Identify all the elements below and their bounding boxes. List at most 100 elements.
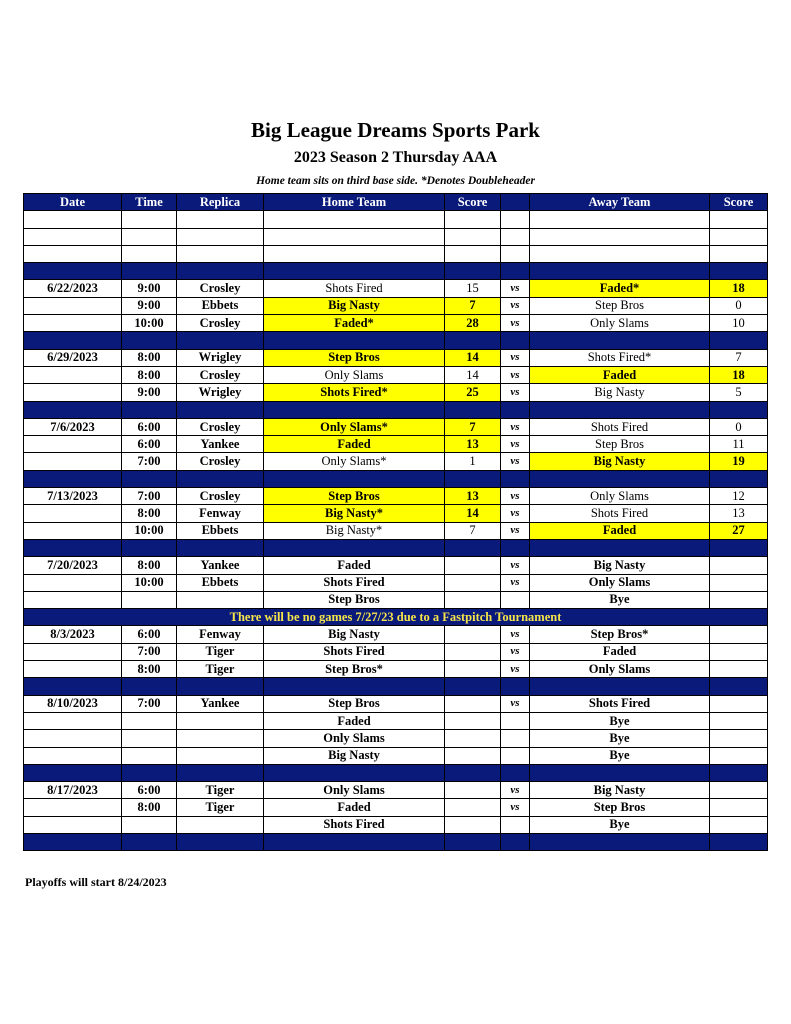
cell-replica: Fenway bbox=[176, 625, 264, 644]
cell-time: 8:00 bbox=[121, 556, 177, 575]
cell-replica: Yankee bbox=[176, 556, 264, 575]
cell-vs bbox=[500, 815, 530, 834]
table-row: 8:00 Tiger Faded vs Step Bros bbox=[23, 798, 768, 817]
cell-home-score bbox=[444, 694, 501, 713]
cell-away: Only Slams bbox=[529, 314, 710, 333]
cell-home-score bbox=[444, 660, 501, 679]
table-row: 6/29/2023 8:00 Wrigley Step Bros 14 vs Shots F… bbox=[23, 348, 768, 367]
table-row: 8/3/2023 6:00 Fenway Big Nasty vs Step Bros* bbox=[23, 625, 768, 644]
cell-home-score: 13 bbox=[444, 487, 501, 506]
cell-time: 10:00 bbox=[121, 314, 177, 333]
cell-vs bbox=[500, 590, 530, 610]
cell-home-score bbox=[444, 625, 501, 644]
cell-away-score: 12 bbox=[709, 487, 768, 506]
cell-date: 6/22/2023 bbox=[23, 279, 122, 298]
empty-cell bbox=[709, 832, 768, 852]
table-row: 10:00 Ebbets Big Nasty* 7 vs Faded 27 bbox=[23, 521, 768, 540]
cell-date bbox=[23, 452, 122, 471]
cell-away: Step Bros bbox=[529, 435, 710, 454]
col-home-team: Home Team bbox=[263, 192, 445, 212]
page-title: Big League Dreams Sports Park bbox=[251, 118, 540, 142]
empty-cell bbox=[23, 469, 122, 489]
cell-replica: Tiger bbox=[176, 642, 264, 662]
empty-cell bbox=[263, 469, 445, 489]
empty-cell bbox=[529, 227, 710, 246]
cell-away-score: 18 bbox=[709, 279, 768, 298]
cell-away: Faded bbox=[529, 521, 710, 540]
cell-home: Shots Fired bbox=[263, 279, 445, 298]
cell-date bbox=[23, 573, 122, 592]
cell-vs bbox=[500, 746, 530, 765]
cell-away-score bbox=[709, 694, 768, 713]
cell-replica: Crosley bbox=[176, 487, 264, 506]
cell-away-score: 0 bbox=[709, 296, 768, 316]
cell-away-score: 18 bbox=[709, 365, 768, 385]
cell-away: Step Bros bbox=[529, 798, 710, 817]
cell-vs: vs bbox=[500, 694, 530, 713]
cell-date bbox=[23, 504, 122, 523]
empty-cell bbox=[529, 244, 710, 264]
cell-time: 9:00 bbox=[121, 383, 177, 402]
cell-away: Faded* bbox=[529, 279, 710, 298]
separator-row bbox=[23, 677, 768, 696]
empty-cell bbox=[23, 262, 122, 281]
cell-home: Big Nasty bbox=[263, 296, 445, 316]
empty-cell bbox=[23, 210, 122, 229]
cell-time: 8:00 bbox=[121, 348, 177, 367]
empty-cell bbox=[263, 210, 445, 229]
empty-cell bbox=[121, 763, 177, 783]
table-row: 7:00 Tiger Shots Fired vs Faded bbox=[23, 642, 768, 662]
cell-replica: Tiger bbox=[176, 660, 264, 679]
cell-home-score: 15 bbox=[444, 279, 501, 298]
cell-vs: vs bbox=[500, 487, 530, 506]
cell-vs: vs bbox=[500, 365, 530, 385]
cell-date: 6/29/2023 bbox=[23, 348, 122, 367]
cell-replica bbox=[176, 711, 264, 731]
cell-home: Faded bbox=[263, 435, 445, 454]
cell-home: Only Slams* bbox=[263, 452, 445, 471]
cell-away: Big Nasty bbox=[529, 452, 710, 471]
cell-home-score: 14 bbox=[444, 365, 501, 385]
cell-home: Shots Fired bbox=[263, 815, 445, 834]
col-replica: Replica bbox=[176, 192, 264, 212]
cell-away: Bye bbox=[529, 815, 710, 834]
cell-replica bbox=[176, 746, 264, 765]
empty-cell bbox=[263, 832, 445, 852]
cell-date: 8/3/2023 bbox=[23, 625, 122, 644]
cell-date bbox=[23, 365, 122, 385]
cell-vs: vs bbox=[500, 642, 530, 662]
cell-vs: vs bbox=[500, 383, 530, 402]
empty-cell bbox=[709, 677, 768, 696]
cell-home: Step Bros bbox=[263, 487, 445, 506]
empty-cell bbox=[121, 832, 177, 852]
cell-time bbox=[121, 729, 177, 748]
cell-vs bbox=[500, 729, 530, 748]
table-row: Faded Bye bbox=[23, 711, 768, 731]
cell-vs: vs bbox=[500, 279, 530, 298]
cell-date bbox=[23, 590, 122, 610]
empty-cell bbox=[500, 400, 530, 419]
empty-cell bbox=[23, 227, 122, 246]
empty-cell bbox=[263, 763, 445, 783]
cell-away-score bbox=[709, 556, 768, 575]
cell-vs: vs bbox=[500, 435, 530, 454]
cell-time: 9:00 bbox=[121, 296, 177, 316]
cell-away: Faded bbox=[529, 365, 710, 385]
empty-cell bbox=[23, 331, 122, 350]
cell-date bbox=[23, 729, 122, 748]
separator-row bbox=[23, 763, 768, 783]
empty-cell bbox=[444, 763, 501, 783]
blank-row bbox=[23, 210, 768, 229]
cell-away: Only Slams bbox=[529, 573, 710, 592]
empty-cell bbox=[444, 227, 501, 246]
cell-replica: Ebbets bbox=[176, 296, 264, 316]
cell-time bbox=[121, 590, 177, 610]
cell-home-score: 28 bbox=[444, 314, 501, 333]
cell-vs: vs bbox=[500, 660, 530, 679]
cell-time: 10:00 bbox=[121, 521, 177, 540]
table-row: 8/17/2023 6:00 Tiger Only Slams vs Big Nasty bbox=[23, 781, 768, 800]
cell-replica: Yankee bbox=[176, 435, 264, 454]
blank-row bbox=[23, 227, 768, 246]
cell-away-score bbox=[709, 642, 768, 662]
cell-time: 7:00 bbox=[121, 694, 177, 713]
